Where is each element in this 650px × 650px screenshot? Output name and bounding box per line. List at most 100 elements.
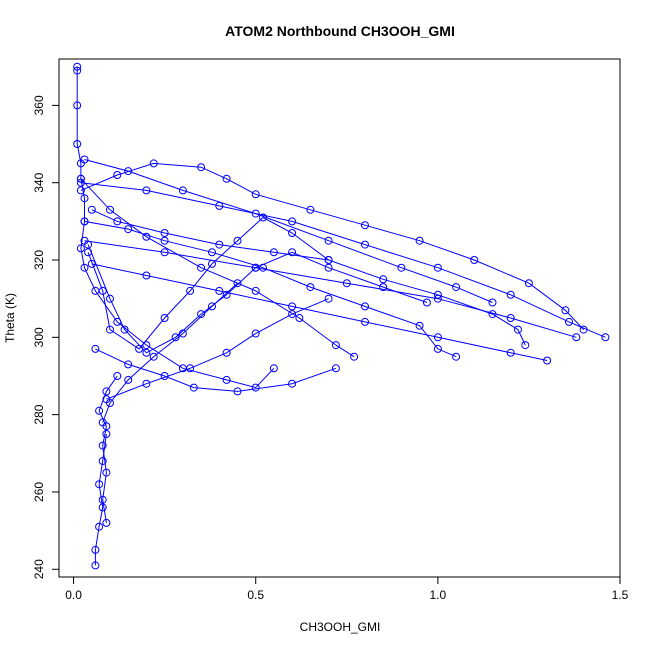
data-point [306, 205, 315, 214]
data-point [324, 294, 333, 303]
data-point [91, 344, 100, 353]
x-tick-label: 0.5 [247, 588, 264, 602]
data-point [124, 167, 133, 176]
profile-line [76, 66, 275, 389]
data-point [95, 522, 104, 531]
data-point [120, 325, 129, 334]
data-point [80, 263, 89, 272]
data-point [189, 383, 198, 392]
data-point [160, 229, 169, 237]
y-tick-label: 260 [32, 482, 46, 502]
data-point [80, 155, 89, 164]
data-point [222, 290, 231, 299]
data-point [288, 229, 297, 237]
data-point [222, 348, 231, 357]
data-point [142, 348, 151, 357]
data-point [91, 545, 100, 554]
data-point [91, 561, 100, 570]
data-point [361, 240, 369, 249]
data-point [106, 205, 114, 214]
data-point [506, 290, 515, 299]
profile-line [102, 282, 238, 423]
data-point [379, 275, 388, 284]
data-point [259, 263, 267, 272]
data-point [142, 341, 151, 350]
data-point [506, 314, 515, 322]
data-point [73, 62, 82, 71]
data-point [102, 518, 111, 527]
data-point [208, 259, 216, 268]
profile-line [106, 298, 329, 400]
data-point [361, 302, 369, 311]
data-point [186, 286, 195, 295]
x-tick-label: 1.5 [612, 588, 629, 602]
x-axis: 0.0 0.5 1.0 1.5 [65, 576, 629, 602]
plot-frame [58, 58, 621, 578]
data-point [106, 325, 114, 334]
data-point [98, 495, 107, 504]
data-point [565, 317, 573, 326]
data-point [149, 159, 158, 168]
data-point [124, 360, 133, 369]
data-point [84, 240, 93, 249]
data-point [251, 190, 260, 199]
data-point [102, 430, 111, 438]
y-tick-label: 240 [32, 559, 46, 579]
data-point [324, 256, 333, 264]
data-point [415, 236, 424, 245]
data-point [76, 178, 85, 187]
data-point [488, 298, 497, 307]
data-point [142, 186, 151, 195]
data-point [361, 317, 369, 326]
y-axis-label: Theta (K) [3, 293, 17, 343]
data-point [233, 279, 242, 288]
profile-line [94, 433, 107, 566]
data-point [324, 236, 333, 245]
profile-line [80, 182, 606, 338]
data-point [288, 248, 297, 257]
data-point [215, 201, 224, 210]
data-point [76, 244, 85, 253]
data-point [506, 348, 515, 357]
data-point [433, 344, 442, 353]
y-tick-label: 320 [32, 250, 46, 270]
data-point [288, 379, 297, 388]
data-point [160, 236, 169, 245]
data-point [142, 232, 151, 241]
profile-line [84, 159, 493, 303]
data-point [98, 457, 107, 465]
data-point [102, 387, 111, 396]
data-point [288, 310, 297, 319]
profile-line [84, 240, 577, 338]
data-point [73, 140, 82, 148]
data-point [84, 248, 93, 257]
data-point [102, 422, 111, 431]
data-point [80, 217, 89, 226]
data-point [113, 372, 122, 380]
profile-line [91, 209, 526, 346]
data-point [106, 294, 114, 303]
data-point [524, 279, 533, 288]
data-point [98, 286, 107, 295]
data-point [350, 352, 359, 361]
data-point [233, 236, 242, 245]
profile-line [80, 178, 355, 358]
data-point [572, 333, 581, 342]
data-point [113, 171, 122, 179]
data-point [251, 383, 260, 392]
data-point [488, 310, 497, 319]
data-point [178, 186, 187, 195]
data-point [324, 263, 333, 272]
data-point [295, 314, 304, 322]
data-point [124, 375, 133, 384]
y-axis: 240 260 280 300 320 340 360 [32, 95, 60, 579]
data-point [415, 321, 424, 330]
data-point [288, 217, 297, 226]
data-point [197, 163, 206, 172]
data-point [306, 283, 315, 292]
data-point [142, 379, 151, 388]
data-point [259, 213, 267, 222]
data-point [124, 225, 133, 234]
x-axis-label: CH3OOH_GMI [300, 620, 381, 634]
data-point [197, 263, 206, 272]
